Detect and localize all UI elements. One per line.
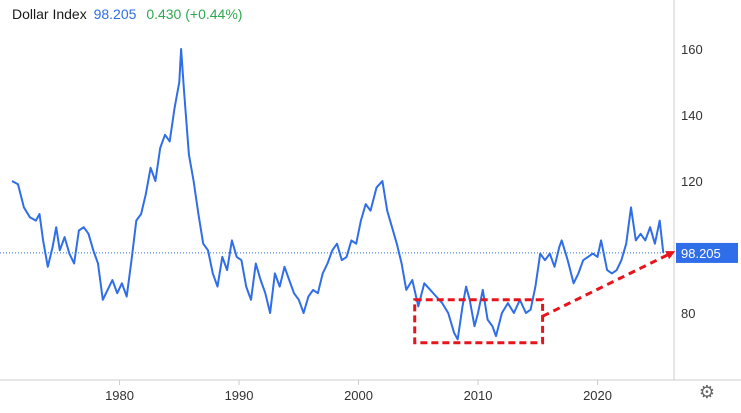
chart-header: Dollar Index 98.205 0.430 (+0.44%)	[12, 6, 242, 22]
x-tick-label: 2020	[583, 388, 612, 403]
symbol-change: 0.430 (+0.44%)	[146, 6, 243, 22]
dollar-index-line	[11, 48, 665, 341]
x-tick-label: 2010	[464, 388, 493, 403]
price-badge-bg	[676, 242, 738, 263]
annotation-dashed-arrow	[541, 251, 676, 318]
price-badge: 98.205	[676, 242, 738, 263]
x-axis-ticks: 1980 1990 2000 2010 2020	[105, 380, 612, 403]
price-badge-label: 98.205	[681, 246, 721, 261]
gear-icon[interactable]: ⚙	[698, 382, 716, 403]
x-tick-label: 1990	[225, 388, 254, 403]
y-tick-label: 160	[681, 42, 703, 57]
annotation-dashed-box	[413, 298, 545, 345]
symbol-price: 98.205	[93, 6, 137, 22]
x-tick-label: 2000	[344, 388, 373, 403]
y-tick-label: 120	[681, 174, 703, 189]
symbol-name: Dollar Index	[12, 6, 87, 22]
y-axis-ticks: 80100120140160	[681, 42, 703, 321]
y-tick-label: 80	[681, 306, 695, 321]
x-tick-label: 1980	[105, 388, 134, 403]
y-tick-label: 140	[681, 108, 703, 123]
